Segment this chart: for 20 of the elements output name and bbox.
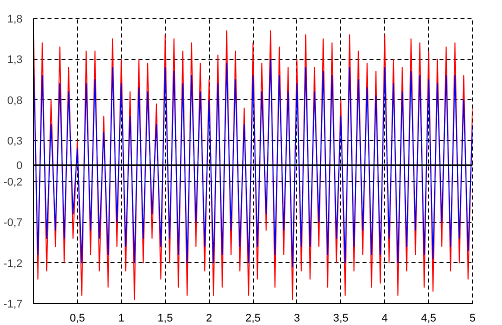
x-tick-label: 0,5 xyxy=(70,312,86,324)
y-tick-label: -0,7 xyxy=(4,217,23,230)
y-tick-label: 0 xyxy=(16,160,23,172)
x-tick-label: 1,5 xyxy=(158,312,173,324)
x-tick-label: 2,5 xyxy=(245,312,261,324)
y-tick-label: 1,8 xyxy=(7,14,23,26)
line-series xyxy=(34,58,472,268)
x-tick-label: 4 xyxy=(382,312,388,324)
x-tick-label: 1 xyxy=(118,312,124,324)
y-tick-label: 0,3 xyxy=(7,136,23,148)
x-tick-label: 3 xyxy=(294,312,300,324)
y-tick-label: 0,8 xyxy=(7,94,23,107)
x-tick-label: 5 xyxy=(469,312,476,324)
x-tick-label: 2 xyxy=(206,312,212,324)
y-tick-label: -0,2 xyxy=(4,176,23,188)
y-tick-label: -1,2 xyxy=(4,258,23,270)
x-tick-label: 4,5 xyxy=(420,312,436,324)
y-tick-label: -1,7 xyxy=(4,298,23,310)
y-tick-label: 1,3 xyxy=(7,54,23,66)
x-tick-label: 3,5 xyxy=(333,312,348,324)
